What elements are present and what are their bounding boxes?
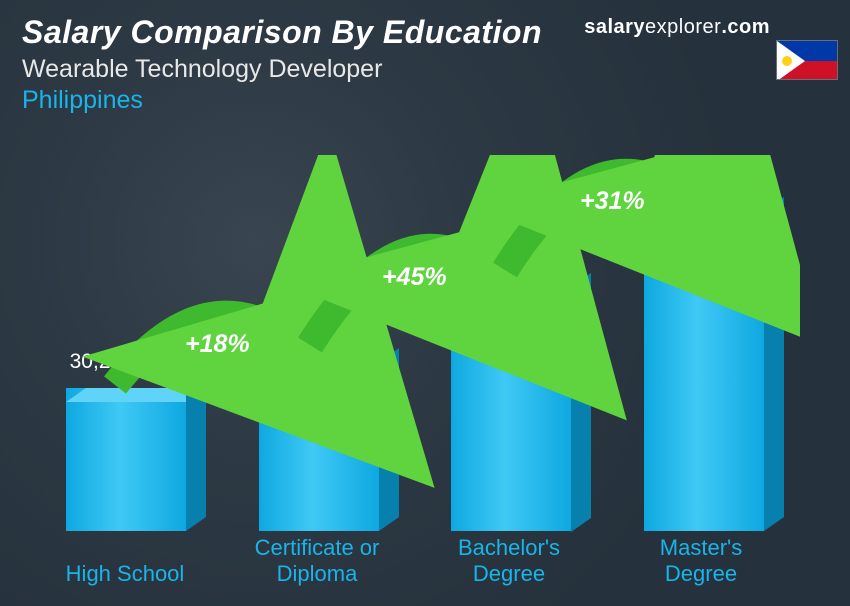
increase-label-1: +45% xyxy=(382,263,447,292)
brand-logo: salaryexplorer.com xyxy=(584,16,770,39)
job-subtitle: Wearable Technology Developer xyxy=(22,55,828,84)
increase-arc-1 xyxy=(30,155,800,585)
brand-part-2: explorer xyxy=(645,16,721,38)
increase-label-0: +18% xyxy=(185,330,250,359)
country-flag-icon xyxy=(776,40,838,80)
brand-part-3: .com xyxy=(721,16,770,38)
increase-label-2: +31% xyxy=(580,187,645,216)
country-label: Philippines xyxy=(22,86,828,115)
brand-part-1: salary xyxy=(584,16,645,38)
chart-region: +18% +45% +31% 30,200 PHP 35,500 PHP 51,… xyxy=(30,155,800,586)
